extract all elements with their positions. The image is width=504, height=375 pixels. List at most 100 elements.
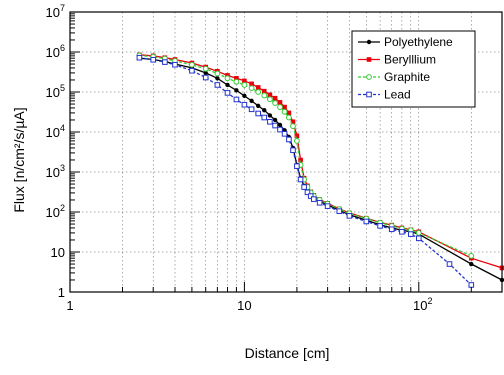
data-point <box>272 117 278 123</box>
data-point <box>366 74 372 80</box>
data-point <box>248 106 255 113</box>
data-point <box>469 261 474 267</box>
data-point <box>272 100 279 106</box>
data-point <box>262 108 267 113</box>
data-point <box>336 208 343 214</box>
data-point <box>224 90 231 96</box>
y-tick-label: 107 <box>46 3 65 20</box>
data-point <box>324 203 331 209</box>
legend-entry: Lead <box>358 88 411 102</box>
data-point <box>266 96 273 103</box>
data-point <box>301 184 307 190</box>
data-point <box>277 126 283 133</box>
data-point <box>415 230 422 236</box>
data-point <box>215 76 220 81</box>
data-point <box>366 91 372 98</box>
x-tick-label: 1 <box>66 298 73 313</box>
data-point <box>286 110 292 116</box>
legend-label: Polyethylene <box>384 35 453 49</box>
data-point <box>310 196 317 202</box>
data-point <box>366 57 372 62</box>
plot-frame <box>69 11 503 293</box>
legend-entry: Polyethylene <box>358 35 453 49</box>
data-point <box>261 92 268 99</box>
data-point <box>294 163 300 169</box>
data-point <box>189 67 195 74</box>
data-point <box>388 226 395 233</box>
y-tick-label: 105 <box>46 83 65 100</box>
data-point <box>242 78 247 84</box>
data-point <box>225 82 230 88</box>
data-point <box>290 123 296 130</box>
data-point <box>267 92 273 98</box>
y-axis-title: Flux [n/cm²/s/µA] <box>11 107 27 212</box>
legend-label: Lead <box>384 88 411 102</box>
data-point <box>272 95 278 101</box>
axes: 1 10 102 1 10 102 103 104 105 106 107 <box>46 3 503 313</box>
data-point <box>224 75 231 82</box>
data-point <box>277 100 283 105</box>
data-point <box>399 228 405 235</box>
data-point <box>468 282 475 288</box>
data-point <box>249 81 254 87</box>
legend-entry: Graphite <box>358 70 430 84</box>
data-point <box>233 78 240 85</box>
data-point <box>255 85 261 90</box>
x-tick-label: 102 <box>413 296 432 313</box>
data-point <box>225 73 230 78</box>
data-point <box>286 114 292 121</box>
data-point <box>415 235 422 242</box>
data-point <box>267 118 273 125</box>
data-point <box>261 88 267 94</box>
legend: Polyethylene Berylllium Graphite Lead <box>351 30 476 108</box>
y-tick-label: 102 <box>46 203 65 220</box>
data-point <box>304 189 311 196</box>
data-point <box>307 193 314 199</box>
data-point <box>297 176 304 183</box>
legend-label: Graphite <box>384 70 430 84</box>
data-point <box>136 54 143 61</box>
legend-label: Berylllium <box>384 53 436 67</box>
data-point <box>255 89 262 95</box>
data-point <box>377 223 383 229</box>
data-point <box>282 104 287 110</box>
data-point <box>172 61 178 68</box>
data-point <box>241 101 248 108</box>
data-point <box>366 39 372 45</box>
data-point <box>234 88 239 93</box>
y-tick-label: 106 <box>46 43 65 60</box>
series-lead <box>136 54 475 288</box>
data-point <box>293 137 300 144</box>
data-point <box>446 261 453 267</box>
data-point <box>294 133 300 139</box>
data-point <box>277 122 283 128</box>
y-tick-label: 1 <box>58 285 65 300</box>
data-point <box>290 147 296 154</box>
data-point <box>188 61 195 68</box>
data-point <box>468 252 475 259</box>
data-point <box>203 70 208 76</box>
data-point <box>248 85 255 92</box>
y-tick-label: 103 <box>46 163 65 180</box>
data-point <box>255 110 262 117</box>
x-axis-title: Distance [cm] <box>245 345 330 361</box>
data-point <box>277 104 283 110</box>
data-point <box>214 82 221 88</box>
plot-series <box>136 52 504 288</box>
data-point <box>202 65 209 72</box>
data-point <box>316 199 323 206</box>
data-point <box>267 113 273 118</box>
data-point <box>408 231 414 237</box>
data-point <box>298 157 303 163</box>
data-point <box>346 213 353 219</box>
data-point <box>202 74 209 81</box>
data-point <box>281 131 288 137</box>
series-line <box>139 54 472 257</box>
data-point <box>261 114 268 121</box>
data-point <box>214 70 221 77</box>
data-point <box>286 136 292 143</box>
data-point <box>249 98 254 104</box>
x-tick-label: 10 <box>237 298 251 313</box>
